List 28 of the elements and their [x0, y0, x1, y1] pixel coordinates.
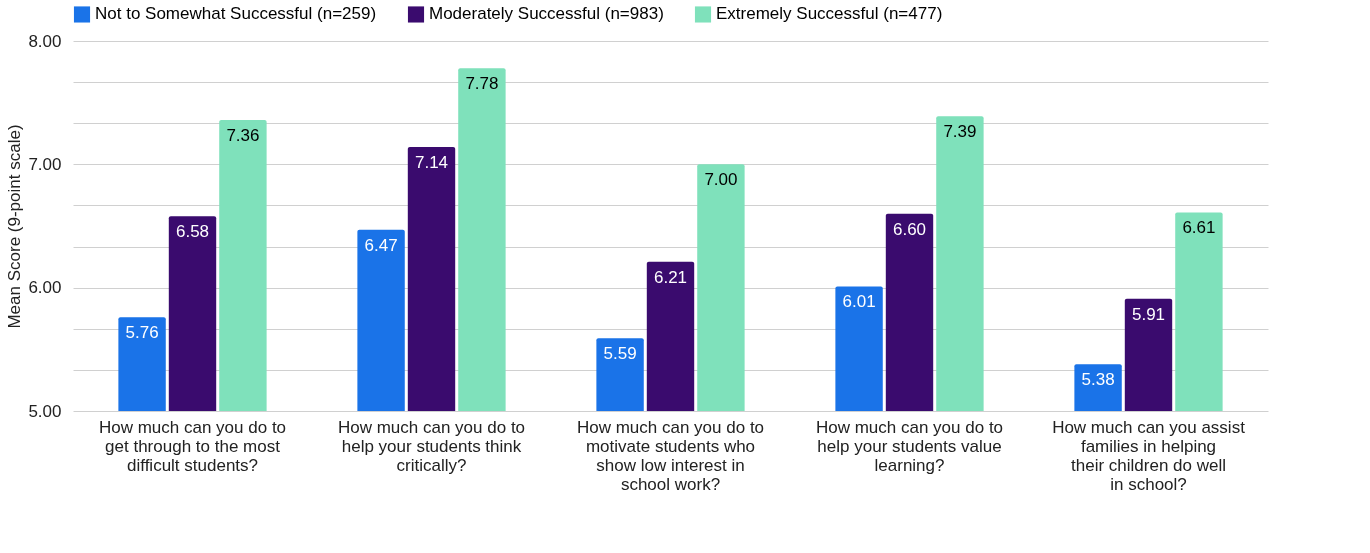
y-tick-label: 7.00 — [28, 154, 62, 174]
x-tick-label: How much can you do to get through to the most difficult students? — [98, 417, 287, 475]
x-tick-label: How much can you assist families in helping their children do well in school? — [1052, 417, 1246, 494]
x-tick-label: How much can you do to help your students think critically? — [337, 417, 526, 475]
y-tick-label: 5.00 — [28, 401, 62, 421]
y-tick-label: 8.00 — [28, 31, 62, 51]
data-label: 6.61 — [1182, 218, 1216, 238]
data-label: 6.21 — [653, 267, 688, 287]
data-label: 7.39 — [943, 122, 977, 142]
data-label: 6.60 — [892, 219, 927, 239]
data-label: 7.78 — [465, 74, 499, 94]
data-label: 7.00 — [704, 170, 738, 190]
x-tick-label: How much can you do to help your students value learning? — [815, 417, 1004, 475]
y-tick-label: 6.00 — [28, 278, 62, 298]
data-label: 5.59 — [603, 344, 637, 364]
legend-label: Moderately Successful (n=983) — [429, 4, 664, 24]
data-label: 7.14 — [414, 153, 449, 173]
data-label: 7.36 — [226, 125, 260, 145]
x-tick-label: How much can you do to motivate students who show low interest in school work? — [576, 417, 765, 494]
data-label: 6.58 — [175, 222, 210, 242]
legend-label: Not to Somewhat Successful (n=259) — [95, 4, 377, 24]
data-label: 5.76 — [125, 323, 159, 343]
legend-label: Extremely Successful (n=477) — [716, 4, 943, 24]
data-label: 5.38 — [1081, 370, 1115, 390]
data-label: 5.91 — [1131, 304, 1166, 324]
y-axis-title: Mean Score (9-point scale) — [5, 124, 25, 329]
data-label: 6.01 — [842, 292, 876, 312]
data-label: 6.47 — [364, 235, 398, 255]
